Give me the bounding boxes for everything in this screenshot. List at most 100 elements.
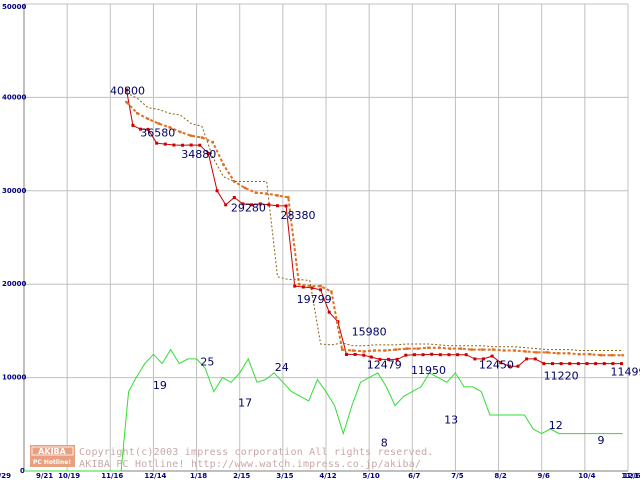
data-point-average-price xyxy=(373,349,376,352)
data-point-min-price xyxy=(507,364,511,368)
data-point-min-price xyxy=(447,353,451,357)
data-point-average-price xyxy=(351,349,355,352)
x-tick-label: 2/15 xyxy=(233,472,250,480)
data-point-min-price xyxy=(250,203,254,207)
data-point-average-price xyxy=(297,282,301,286)
data-point-average-price xyxy=(211,140,214,144)
data-point-average-price xyxy=(438,346,441,349)
data-point-min-price xyxy=(155,141,159,145)
x-tick-label: 12/14 xyxy=(144,472,166,480)
data-point-min-price xyxy=(293,284,297,288)
data-point-average-price xyxy=(276,194,279,197)
series-lines xyxy=(24,88,624,472)
x-axis-ticks: 9/21 10/19 11/16 12/14 1/18 2/15 3/15 4/12 5/10 6… xyxy=(0,472,640,480)
y-tick-label: 20000 xyxy=(2,280,26,288)
data-point-average-price xyxy=(491,348,495,351)
data-point-min-price xyxy=(131,123,135,127)
data-label: 34880 xyxy=(181,148,216,161)
data-point-average-price xyxy=(319,284,322,288)
data-point-min-price xyxy=(585,362,589,366)
data-point-average-price xyxy=(362,350,365,353)
x-tick-label: 10/4 xyxy=(578,472,595,480)
x-tick-label: 5/10 xyxy=(363,472,380,480)
data-point-average-price xyxy=(233,180,236,183)
series-line-average-price xyxy=(125,101,623,357)
data-point-average-price xyxy=(384,349,387,352)
data-point-average-price xyxy=(481,348,484,351)
data-point-min-price xyxy=(378,357,382,361)
data-point-min-price xyxy=(362,353,366,357)
x-tick-label: 3/15 xyxy=(276,472,293,480)
x-tick-label: 9/6 xyxy=(538,472,550,480)
grid-lines xyxy=(23,3,629,472)
data-point-min-price xyxy=(224,203,228,207)
y-tick-label: 10000 xyxy=(2,374,26,382)
data-point-min-price xyxy=(620,362,624,366)
x-tick-label: 11/1 xyxy=(621,472,638,480)
logo-bottom-text: PC Hotline! xyxy=(33,459,71,466)
data-point-min-price xyxy=(284,204,288,208)
data-point-average-price xyxy=(179,130,182,134)
akiba-logo: AKIBA PC Hotline! xyxy=(30,445,75,467)
copyright-text: Copyright(c)2003 impress corporation All… xyxy=(79,447,434,458)
data-label: 11499 xyxy=(611,366,640,379)
data-point-average-price xyxy=(567,352,570,355)
data-point-min-price xyxy=(146,127,150,131)
data-point-min-price xyxy=(551,362,554,366)
data-point-average-price xyxy=(599,353,603,357)
data-point-min-price xyxy=(602,362,606,366)
y-tick-label: 0 xyxy=(20,467,25,475)
x-tick-label: 9/21 xyxy=(36,472,53,480)
data-point-min-price xyxy=(464,353,468,357)
data-point-min-price xyxy=(499,361,503,365)
data-label: 12 xyxy=(549,419,563,432)
data-point-min-price xyxy=(319,288,323,292)
data-point-min-price xyxy=(181,143,185,147)
data-point-min-price xyxy=(516,364,520,368)
x-tick-label: 1/18 xyxy=(190,472,207,480)
data-label: 19799 xyxy=(297,293,332,306)
data-point-min-price xyxy=(542,362,546,366)
data-point-average-price xyxy=(168,126,171,129)
data-point-average-price xyxy=(524,350,527,353)
data-label: 24 xyxy=(275,361,289,374)
data-point-min-price xyxy=(559,362,563,366)
data-point-min-price xyxy=(258,202,262,206)
url-text: AKIBA PC Hotline! http://www.watch.impre… xyxy=(79,459,421,470)
data-point-average-price xyxy=(545,351,549,354)
data-point-min-price xyxy=(456,353,460,357)
data-label: 25 xyxy=(200,355,214,368)
data-point-average-price xyxy=(125,100,128,104)
x-tick-label: 12/6 xyxy=(623,472,640,480)
data-point-min-price xyxy=(198,143,202,147)
data-label: 11220 xyxy=(544,369,579,382)
data-point-average-price xyxy=(405,347,409,350)
data-point-min-price xyxy=(189,143,193,147)
data-point-min-price xyxy=(344,352,348,356)
data-point-min-price xyxy=(533,357,537,361)
data-point-min-price xyxy=(232,196,236,200)
data-point-average-price xyxy=(265,192,268,195)
data-point-average-price xyxy=(502,349,506,352)
data-point-average-price xyxy=(427,346,430,349)
data-point-average-price xyxy=(513,349,516,352)
data-point-average-price xyxy=(243,186,247,190)
logo-background xyxy=(30,445,75,467)
data-point-min-price xyxy=(369,355,373,359)
y-tick-label: 30000 xyxy=(2,187,26,195)
data-label: 28380 xyxy=(280,209,315,222)
x-tick-label: 7/5 xyxy=(451,472,463,480)
data-point-min-price xyxy=(412,353,416,357)
y-tick-label: 50000 xyxy=(2,3,26,11)
x-tick-label: 8/2 xyxy=(494,472,506,480)
data-point-min-price xyxy=(395,357,399,361)
y-axis-ticks: 0 10000 20000 30000 40000 50000 xyxy=(2,3,26,475)
data-point-min-price xyxy=(473,357,477,361)
data-point-min-price xyxy=(267,203,271,207)
data-point-average-price xyxy=(222,163,225,166)
data-point-min-price xyxy=(241,202,245,206)
data-point-average-price xyxy=(189,134,193,137)
data-point-min-price xyxy=(421,353,425,357)
data-point-min-price xyxy=(430,352,434,356)
